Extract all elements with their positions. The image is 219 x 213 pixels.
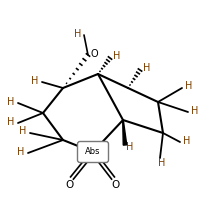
FancyBboxPatch shape [78, 141, 108, 163]
Text: H: H [31, 76, 39, 86]
Text: H: H [17, 147, 25, 157]
Text: Abs: Abs [85, 147, 101, 157]
Text: H: H [185, 81, 193, 91]
Text: O: O [66, 180, 74, 190]
Text: H: H [126, 142, 134, 152]
Polygon shape [123, 120, 127, 145]
Text: H: H [74, 29, 82, 39]
Text: O: O [90, 49, 98, 59]
Text: H: H [158, 158, 166, 168]
Text: H: H [7, 97, 15, 107]
Text: H: H [143, 63, 151, 73]
Text: O: O [111, 180, 119, 190]
Text: H: H [113, 51, 121, 61]
Text: H: H [191, 106, 199, 116]
Text: H: H [7, 117, 15, 127]
Text: H: H [19, 126, 27, 136]
Text: H: H [183, 136, 191, 146]
